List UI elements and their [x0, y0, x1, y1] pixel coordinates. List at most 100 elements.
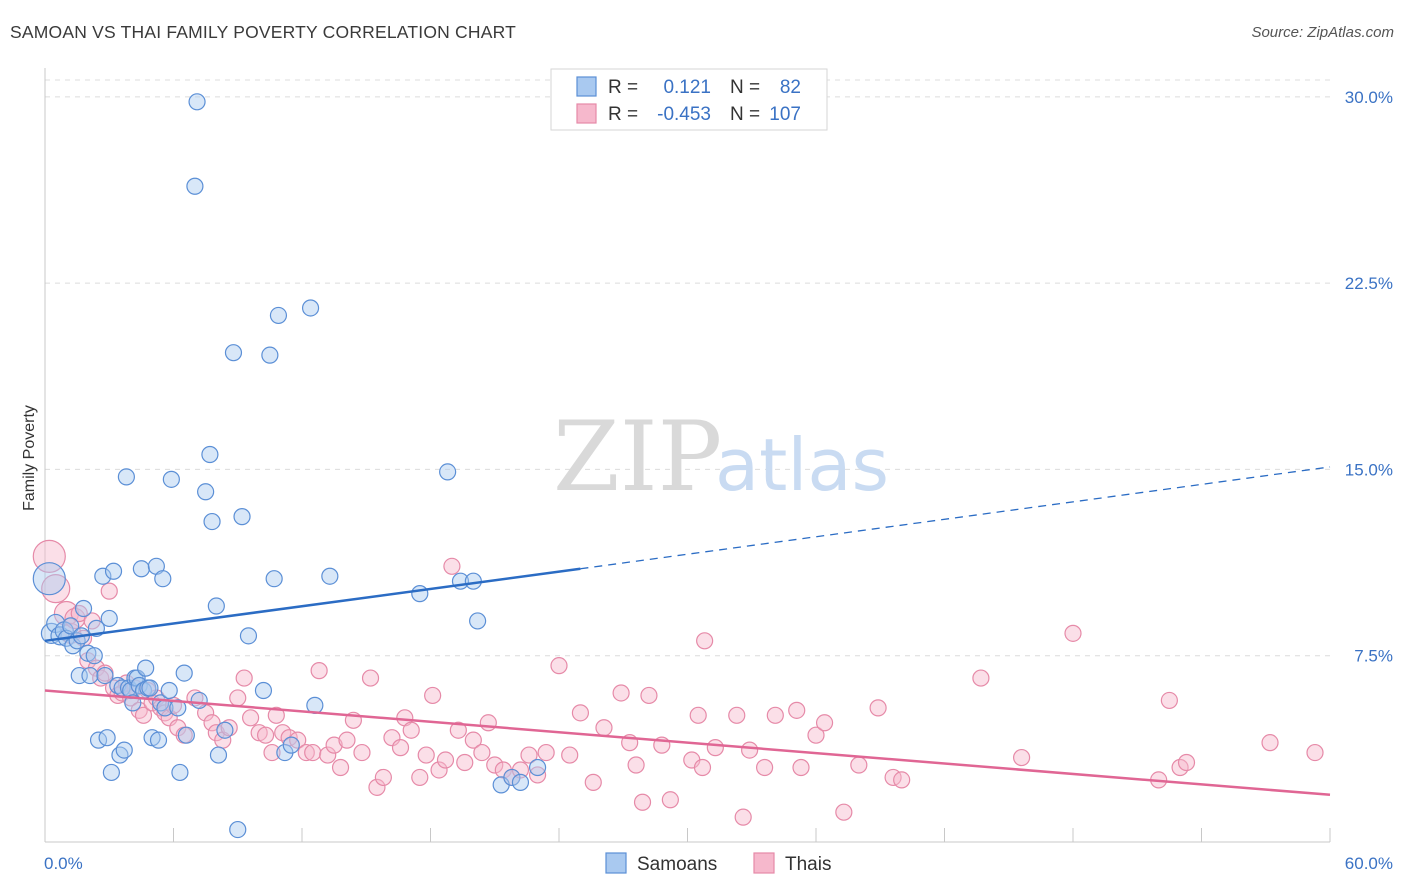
- thai-point: [368, 778, 386, 796]
- thai-point: [297, 743, 315, 762]
- samoan-point: [282, 736, 300, 754]
- thai-point: [242, 709, 260, 727]
- thai-r-label: R =: [608, 104, 638, 125]
- thai-point: [1064, 624, 1082, 642]
- thai-point: [402, 721, 420, 739]
- axes: [44, 68, 1331, 843]
- thai-point: [571, 704, 590, 722]
- thai-point: [479, 714, 497, 732]
- samoan-point: [149, 731, 168, 749]
- samoan-point: [96, 666, 114, 685]
- thai-point: [537, 743, 555, 762]
- thai-point: [486, 756, 504, 774]
- x-tick-labels: 0.0% 60.0%: [44, 854, 1393, 873]
- samoan-point: [269, 306, 288, 325]
- thai-point: [361, 669, 380, 687]
- thai-point: [256, 726, 275, 744]
- thai-point: [374, 768, 392, 787]
- thai-point: [815, 714, 834, 732]
- thai-point: [456, 753, 474, 772]
- thai-point: [41, 574, 71, 604]
- thai-r-value: -0.453: [657, 104, 711, 125]
- thai-point: [706, 739, 724, 757]
- samoan-point: [175, 664, 193, 682]
- thai-point: [640, 686, 658, 705]
- thai-point: [391, 739, 410, 757]
- thai-point: [203, 714, 221, 732]
- thai-point: [807, 726, 825, 744]
- samoan-point: [102, 763, 120, 782]
- stats-legend-box: [550, 68, 828, 131]
- legend-thais-swatch: [753, 852, 775, 874]
- thai-point: [353, 743, 371, 762]
- thai-point: [331, 758, 350, 777]
- samoan-point: [229, 820, 247, 839]
- thai-swatch: [576, 103, 597, 124]
- watermark-zip: ZIP: [553, 401, 722, 513]
- thai-point: [338, 731, 356, 749]
- samoan-point: [186, 177, 204, 195]
- watermark-atlas: atlas: [715, 423, 889, 507]
- x-tick-label-1: 60.0%: [1345, 854, 1393, 873]
- samoan-point: [439, 463, 457, 481]
- samoan-point: [321, 567, 339, 585]
- samoan-point: [233, 508, 251, 526]
- samoan-point: [62, 617, 80, 635]
- thai-point: [325, 736, 343, 754]
- samoan-point: [104, 562, 123, 580]
- thai-point: [728, 706, 746, 724]
- thai-point: [788, 701, 806, 719]
- thai-point: [1306, 743, 1324, 762]
- samoan-point: [32, 562, 66, 596]
- thai-point: [310, 662, 328, 680]
- thai-point: [520, 746, 538, 764]
- samoan-point: [137, 659, 155, 677]
- samoan-point: [528, 758, 547, 777]
- samoan-point: [209, 746, 228, 764]
- thai-n-value: 107: [769, 104, 801, 125]
- thai-point: [755, 758, 774, 777]
- thai-point: [1177, 753, 1196, 772]
- thai-point: [100, 582, 118, 600]
- grid-lines: [45, 79, 1330, 657]
- samoan-point: [190, 691, 208, 710]
- thai-point: [473, 743, 491, 762]
- samoan-point: [169, 699, 187, 717]
- thai-point: [893, 771, 911, 789]
- samoan-point: [254, 681, 273, 700]
- thai-point: [734, 808, 752, 826]
- thai-point: [411, 768, 429, 787]
- samoan-swatch: [576, 76, 597, 97]
- y-tick-labels: 7.5% 15.0% 22.5% 30.0%: [1345, 88, 1393, 666]
- thai-point: [766, 706, 784, 724]
- thai-point: [443, 557, 461, 575]
- y-axis-label: Family Poverty: [21, 405, 38, 511]
- thai-point: [449, 721, 467, 739]
- samoan-point: [171, 763, 189, 782]
- samoan-point: [224, 344, 243, 362]
- thai-point: [835, 803, 853, 821]
- thai-point: [430, 761, 448, 779]
- samoan-trend-projection: [580, 466, 1331, 570]
- samoan-point: [98, 729, 116, 747]
- thai-point: [869, 699, 887, 717]
- samoan-point: [301, 299, 320, 317]
- thai-point: [696, 632, 714, 650]
- samoan-point: [115, 741, 133, 759]
- thai-point: [972, 669, 990, 687]
- thai-points: [32, 539, 1324, 826]
- samoan-point: [160, 681, 178, 700]
- x-tick-label-0: 0.0%: [44, 854, 83, 873]
- samoan-point: [216, 721, 234, 739]
- thai-point: [633, 793, 652, 811]
- thai-point: [1261, 734, 1279, 752]
- series-legend: Samoans Thais: [605, 852, 831, 875]
- thai-point: [319, 746, 337, 764]
- samoan-point: [162, 470, 180, 488]
- thai-point: [464, 731, 482, 749]
- thai-trend-line: [44, 689, 1331, 797]
- samoan-trend-line: [44, 567, 581, 643]
- thai-point: [267, 706, 285, 724]
- legend-samoans-label: Samoans: [637, 854, 717, 875]
- thai-point: [561, 746, 579, 764]
